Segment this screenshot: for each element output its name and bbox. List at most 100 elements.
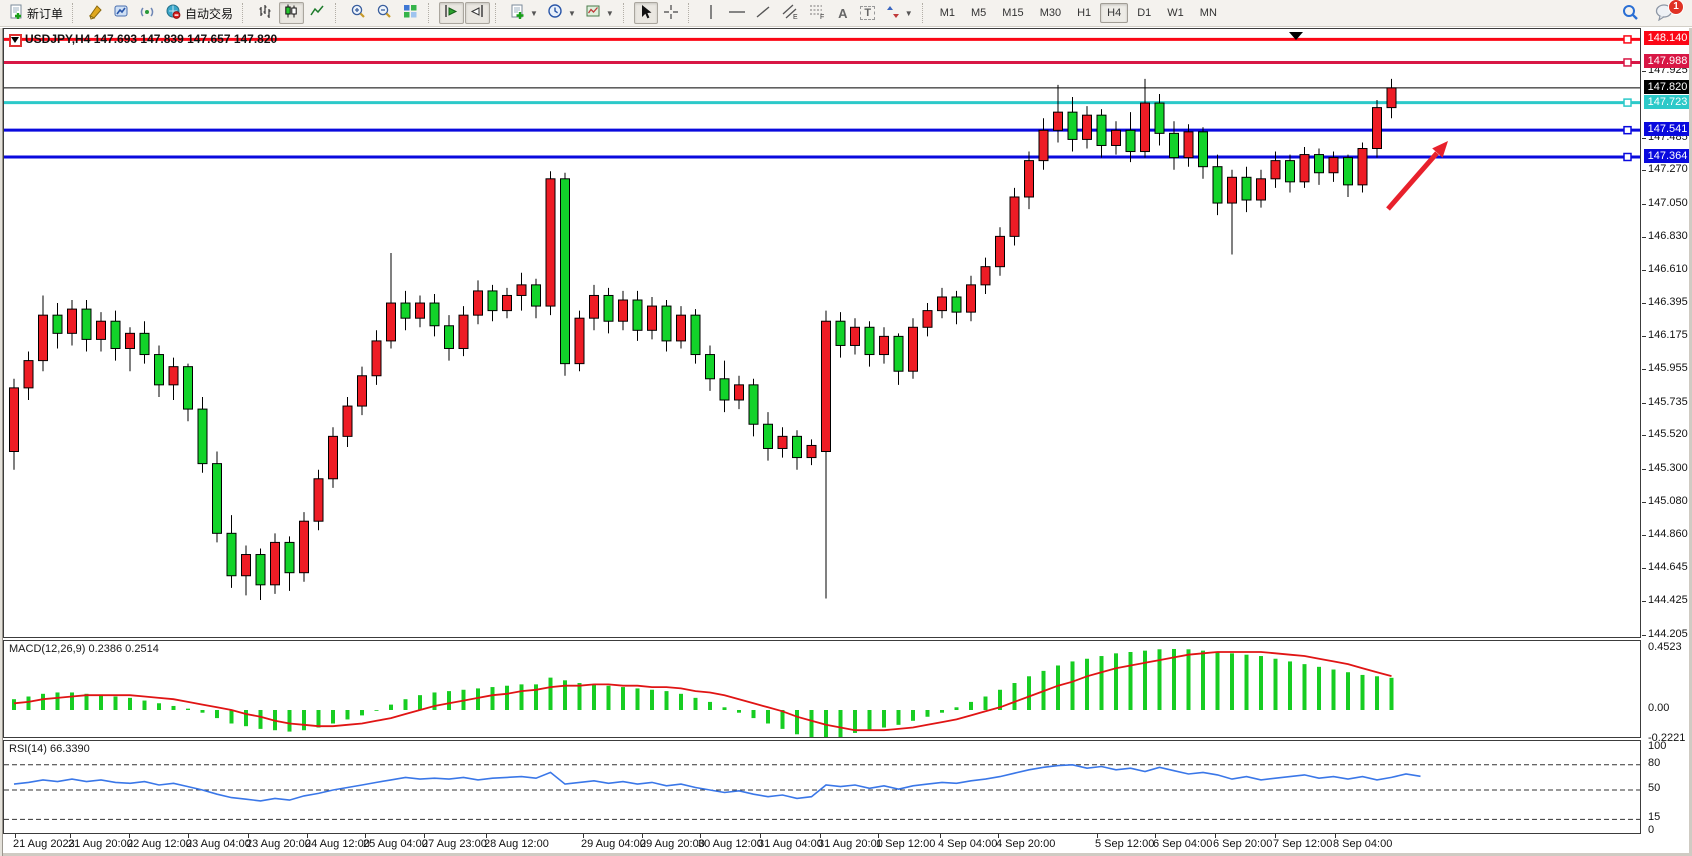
price-tickmark xyxy=(1642,137,1646,139)
zoom-out-button[interactable] xyxy=(372,2,397,24)
rsi-chart[interactable] xyxy=(4,741,1640,838)
time-tick-label: 4 Sep 20:00 xyxy=(996,838,1056,850)
chevron-down-icon: ▼ xyxy=(904,8,913,18)
text-button[interactable]: A xyxy=(831,2,855,24)
timeframe-mn[interactable]: MN xyxy=(1199,7,1217,19)
candlestick-chart-button[interactable] xyxy=(279,2,305,24)
fibonacci-button[interactable]: F xyxy=(804,2,830,24)
time-tick-label: 31 Aug 20:00 xyxy=(818,838,883,850)
main-chart-panel[interactable]: USDJPY,H4 147.693 147.839 147.657 147.82… xyxy=(3,28,1641,638)
macd-panel[interactable]: MACD(12,26,9) 0.2386 0.2514 xyxy=(3,640,1641,740)
price-tickmark xyxy=(1642,71,1646,72)
periods-button[interactable]: ▼ xyxy=(543,2,580,24)
vertical-line-button[interactable] xyxy=(699,2,723,24)
time-tick-label: 23 Aug 04:00 xyxy=(186,838,251,850)
chevron-down-icon: ▼ xyxy=(605,8,614,18)
separator xyxy=(622,3,629,23)
separator xyxy=(495,3,501,23)
text-label-button[interactable]: T xyxy=(856,2,880,24)
market-watch-button[interactable] xyxy=(109,2,134,24)
indicators-button[interactable]: ▼ xyxy=(506,2,542,24)
rsi-panel[interactable]: RSI(14) 66.3390 xyxy=(3,740,1641,834)
line-chart-icon xyxy=(309,3,326,23)
time-tick-label: 1 Sep 12:00 xyxy=(876,838,936,850)
time-tick-label: 21 Aug 2023 xyxy=(13,838,75,850)
price-tickmark xyxy=(1642,468,1646,470)
time-tick-label: 7 Sep 12:00 xyxy=(1273,838,1333,850)
signals-button[interactable] xyxy=(135,2,160,24)
bar-chart-button[interactable] xyxy=(253,2,278,24)
price-tickmark xyxy=(1642,402,1646,404)
timeframe-w1[interactable]: W1 xyxy=(1167,7,1184,19)
chevron-down-icon: ▼ xyxy=(530,8,538,18)
price-tick-label: 145.520 xyxy=(1648,428,1688,441)
timeframe-m1[interactable]: M1 xyxy=(939,7,955,19)
crosshair-button[interactable] xyxy=(659,2,683,24)
autotrading-icon xyxy=(165,3,182,23)
styler-button[interactable] xyxy=(83,2,108,24)
crosshair-icon xyxy=(663,4,679,23)
time-tickmark xyxy=(1275,834,1276,838)
macd-axis-label: 0.00 xyxy=(1648,702,1670,714)
time-tickmark xyxy=(820,834,821,838)
macd-label: MACD(12,26,9) 0.2386 0.2514 xyxy=(9,643,159,655)
time-tickmark xyxy=(940,834,941,838)
horizontal-line-button[interactable] xyxy=(724,2,750,24)
timeframe-d1[interactable]: D1 xyxy=(1137,7,1152,19)
price-tick-label: 144.425 xyxy=(1648,594,1688,607)
rsi-label: RSI(14) 66.3390 xyxy=(9,743,90,755)
templates-button[interactable]: ▼ xyxy=(581,2,618,24)
time-tickmark xyxy=(70,834,71,838)
window-edge xyxy=(0,28,3,856)
time-tick-label: 27 Aug 23:00 xyxy=(422,838,487,850)
notifications-button[interactable]: 1 xyxy=(1651,0,1684,24)
search-button[interactable] xyxy=(1617,2,1643,24)
cursor-icon xyxy=(638,4,654,23)
timeframe-m15[interactable]: M15 xyxy=(1002,7,1024,19)
time-tickmark xyxy=(878,834,879,838)
time-tick-label: 30 Aug 12:00 xyxy=(698,838,763,850)
cursor-button[interactable] xyxy=(633,2,658,24)
time-tick-label: 23 Aug 20:00 xyxy=(246,838,311,850)
separator xyxy=(335,3,341,23)
time-tickmark xyxy=(1335,834,1336,838)
time-tick-label: 24 Aug 12:00 xyxy=(305,838,370,850)
candlestick-chart[interactable] xyxy=(4,29,1640,642)
macd-chart[interactable] xyxy=(4,641,1640,742)
time-tick-label: 29 Aug 20:00 xyxy=(640,838,705,850)
rsi-axis-label: 0 xyxy=(1648,824,1655,836)
macd-axis-label: -0.2221 xyxy=(1648,731,1686,744)
new-order-button[interactable]: 新订单 xyxy=(4,2,67,24)
price-tick-label: 145.080 xyxy=(1648,495,1688,508)
auto-scroll-button[interactable] xyxy=(439,2,465,24)
time-tickmark xyxy=(307,834,308,838)
symbol-marker-icon xyxy=(9,34,22,47)
time-tick-label: 29 Aug 04:00 xyxy=(581,838,646,850)
rsi-axis-label: 50 xyxy=(1648,782,1661,794)
equidistant-channel-button[interactable]: E xyxy=(777,2,803,24)
zoom-in-icon xyxy=(350,3,367,23)
chart-shift-button[interactable] xyxy=(465,2,491,24)
arrows-button[interactable]: ▼ xyxy=(881,2,917,24)
tile-windows-button[interactable] xyxy=(398,2,423,24)
time-tickmark xyxy=(188,834,189,838)
price-tickmark xyxy=(1642,203,1646,205)
time-tickmark xyxy=(700,834,701,838)
timeframe-m5[interactable]: M5 xyxy=(971,7,987,19)
autotrading-label: 自动交易 xyxy=(185,6,234,21)
text-icon: A xyxy=(838,5,848,21)
timeframe-m30[interactable]: M30 xyxy=(1039,7,1062,19)
line-chart-button[interactable] xyxy=(305,2,330,24)
timeframe-h1[interactable]: H1 xyxy=(1077,7,1092,19)
timeframe-group: M1 M5 M15 M30 H1 H4 D1 W1 MN xyxy=(933,3,1224,23)
separator xyxy=(242,3,248,23)
price-tickmark xyxy=(1642,270,1646,272)
trendline-button[interactable] xyxy=(751,2,776,24)
level-price-label: 147.988 xyxy=(1644,54,1691,69)
price-tickmark xyxy=(1642,302,1646,304)
zoom-in-button[interactable] xyxy=(346,2,371,24)
time-tick-label: 31 Aug 04:00 xyxy=(758,838,823,850)
timeframe-h4[interactable]: H4 xyxy=(1100,3,1129,23)
autotrading-button[interactable]: 自动交易 xyxy=(161,2,237,24)
svg-text:E: E xyxy=(793,14,798,20)
